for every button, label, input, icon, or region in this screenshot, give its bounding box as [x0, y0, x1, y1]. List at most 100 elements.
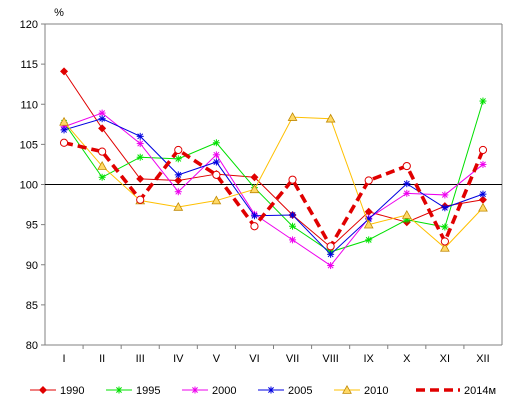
data-point [98, 115, 106, 123]
x-tick-label: XI [440, 353, 450, 365]
data-point [211, 195, 222, 205]
data-point [478, 202, 488, 212]
y-tick-label: 90 [26, 260, 38, 272]
y-tick-label: 110 [20, 99, 38, 111]
data-point [403, 180, 411, 188]
legend-marker [115, 386, 123, 394]
y-tick-label: 115 [20, 59, 38, 71]
data-point [174, 176, 183, 185]
data-point [249, 184, 260, 194]
series-layer [59, 67, 488, 270]
legend-label: 1990 [60, 385, 84, 397]
data-point [250, 212, 258, 220]
data-point [327, 250, 335, 258]
data-point [441, 191, 449, 199]
data-point [289, 211, 297, 219]
data-point [212, 158, 220, 166]
data-point [250, 173, 259, 182]
series-line [63, 112, 484, 267]
data-point [479, 97, 487, 105]
data-point [212, 139, 220, 147]
series-2000 [60, 109, 487, 270]
legend-item-2005: 2005 [258, 385, 312, 397]
data-point [403, 189, 411, 197]
data-point [402, 161, 411, 171]
x-tick-label: VII [286, 353, 299, 365]
data-point [441, 204, 449, 212]
data-point [439, 242, 450, 252]
data-point [212, 170, 221, 179]
data-point [479, 160, 487, 168]
series-line [63, 100, 484, 253]
series-line [63, 118, 484, 256]
data-point [97, 161, 108, 170]
legend-marker [267, 386, 275, 394]
data-point [250, 222, 259, 231]
y-tick-label: 100 [20, 180, 38, 192]
x-tick-label: II [99, 353, 105, 365]
y-tick-label: 95 [26, 220, 38, 232]
data-point [479, 190, 487, 198]
legend-label: 2005 [288, 385, 312, 397]
data-point [59, 138, 69, 147]
x-tick-label: VI [249, 353, 259, 365]
x-tick-label: XII [476, 353, 489, 365]
series-line [63, 141, 485, 250]
data-point [288, 175, 297, 184]
legend-item-2010: 2010 [334, 384, 388, 397]
legend-label: 1995 [136, 385, 160, 397]
x-tick-label: X [403, 353, 411, 365]
data-point [478, 145, 488, 155]
data-point [174, 155, 182, 163]
data-point [174, 171, 182, 179]
data-point [326, 242, 335, 251]
data-point [136, 132, 144, 140]
data-point [60, 67, 69, 76]
data-point [287, 112, 298, 121]
x-tick-label: I [63, 353, 66, 365]
y-tick-label: 80 [26, 340, 38, 352]
data-point [136, 195, 145, 204]
data-point [440, 237, 449, 246]
data-point [136, 140, 144, 148]
data-point [173, 201, 184, 211]
data-point [325, 113, 336, 123]
x-tick-label: IX [364, 353, 375, 365]
x-tick-label: IV [173, 353, 184, 365]
x-tick-label: V [213, 353, 221, 365]
series-1995 [60, 97, 487, 256]
data-point [327, 262, 335, 270]
series-line [63, 116, 484, 249]
legend-item-2000: 2000 [182, 385, 236, 397]
x-tick-label: VIII [322, 353, 339, 365]
data-point [98, 109, 106, 117]
data-point [174, 145, 183, 155]
data-point [363, 219, 374, 229]
data-point [59, 116, 69, 126]
data-point [136, 153, 144, 161]
series-2005 [60, 115, 487, 258]
y-tick-label: 120 [20, 19, 38, 31]
legend: 1990 1995 2000 2005 2010 2014м [30, 384, 496, 397]
data-point [441, 223, 449, 231]
data-point [289, 222, 297, 230]
series-2014м [59, 138, 488, 251]
series-2010 [59, 112, 488, 252]
data-point [364, 176, 373, 185]
legend-label: 2014м [464, 385, 496, 397]
data-point [98, 124, 107, 133]
data-point [401, 209, 412, 219]
legend-label: 2000 [212, 385, 236, 397]
data-point [212, 151, 220, 159]
y-tick-label: 105 [20, 139, 38, 151]
legend-item-1990: 1990 [30, 385, 84, 397]
y-axis-label: % [54, 7, 64, 19]
data-point [60, 126, 68, 134]
series-line [63, 71, 484, 248]
legend-marker [38, 385, 48, 395]
data-point [289, 236, 297, 244]
data-point [174, 188, 182, 196]
